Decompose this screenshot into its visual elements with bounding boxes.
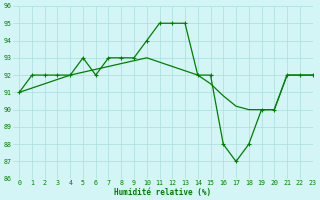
- X-axis label: Humidité relative (%): Humidité relative (%): [114, 188, 211, 197]
